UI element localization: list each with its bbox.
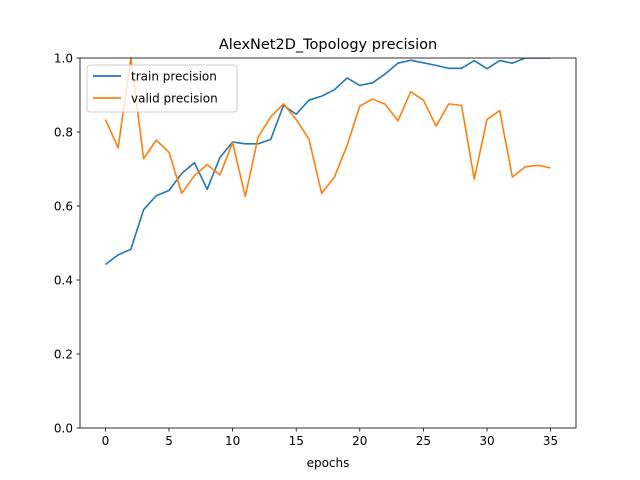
legend: train precision valid precision (86, 64, 238, 113)
plot-frame (79, 57, 577, 429)
chart-title: AlexNet2D_Topology precision (219, 37, 437, 53)
x-tick-label: 30 (479, 434, 494, 448)
y-axis-ticks: 0.0 0.2 0.4 0.6 0.8 1.0 (54, 51, 80, 435)
y-tick-label: 1.0 (54, 51, 73, 65)
y-tick-label: 0.0 (54, 421, 73, 435)
x-tick-label: 5 (165, 434, 173, 448)
legend-label-valid: valid precision (131, 92, 218, 106)
series-line-train (104, 58, 551, 266)
y-tick-label: 0.8 (54, 125, 73, 139)
legend-box (86, 64, 238, 113)
x-tick-label: 20 (352, 434, 367, 448)
series-line-valid (104, 58, 551, 198)
legend-label-train: train precision (131, 70, 217, 84)
x-tick-label: 10 (225, 434, 240, 448)
x-tick-label: 25 (416, 434, 431, 448)
y-tick-label: 0.6 (54, 199, 73, 213)
x-tick-label: 15 (289, 434, 304, 448)
x-axis-label: epochs (307, 456, 350, 470)
y-tick-label: 0.4 (54, 273, 73, 287)
x-tick-label: 0 (102, 434, 110, 448)
x-tick-label: 35 (543, 434, 558, 448)
series-lines (104, 58, 551, 266)
x-axis-ticks: 0 5 10 15 20 25 30 35 (102, 428, 558, 448)
y-tick-label: 0.2 (54, 347, 73, 361)
